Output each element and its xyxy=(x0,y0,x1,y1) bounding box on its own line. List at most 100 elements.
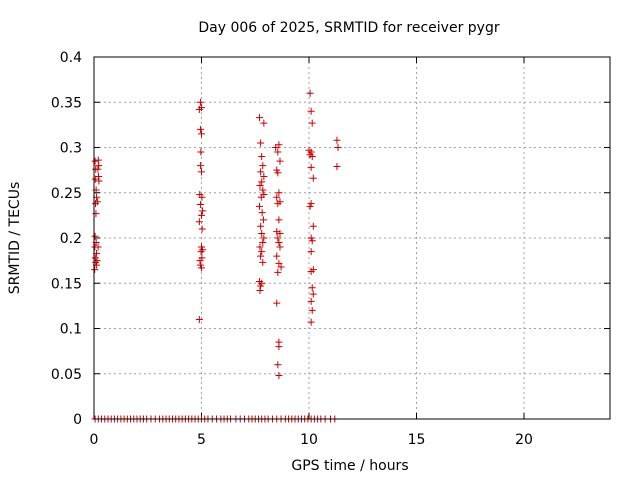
data-point xyxy=(257,222,265,230)
data-point xyxy=(273,252,281,260)
data-point xyxy=(309,290,317,298)
x-tick-label: 5 xyxy=(197,432,206,448)
data-point xyxy=(307,163,315,171)
data-point xyxy=(307,297,315,305)
data-point xyxy=(309,174,317,182)
data-point xyxy=(257,193,265,201)
data-point xyxy=(307,318,315,326)
data-point xyxy=(274,148,282,156)
data-point xyxy=(273,299,281,307)
data-point xyxy=(199,207,207,215)
data-point xyxy=(256,182,264,190)
x-tick-label: 20 xyxy=(515,432,533,448)
data-point xyxy=(307,267,315,275)
data-point xyxy=(307,107,315,115)
data-point xyxy=(275,189,283,197)
data-point xyxy=(308,284,316,292)
data-point xyxy=(275,372,283,380)
data-point xyxy=(274,169,282,177)
data-point xyxy=(258,178,266,186)
y-tick-label: 0.4 xyxy=(60,50,82,66)
data-point xyxy=(306,89,314,97)
data-point xyxy=(198,211,205,219)
data-point xyxy=(260,119,268,127)
data-point xyxy=(94,243,102,251)
data-point xyxy=(273,228,281,236)
data-point xyxy=(275,141,283,149)
data-point xyxy=(91,232,99,240)
data-point xyxy=(258,229,266,237)
data-point xyxy=(307,248,315,256)
data-point xyxy=(198,168,205,176)
x-axis-label: GPS time / hours xyxy=(291,458,408,474)
data-point xyxy=(259,258,267,266)
data-point xyxy=(196,125,204,133)
data-point xyxy=(93,257,101,265)
data-point xyxy=(195,105,203,113)
data-point xyxy=(257,168,265,176)
data-point xyxy=(275,259,283,267)
y-tick-label: 0.05 xyxy=(51,367,82,383)
data-point xyxy=(196,201,204,209)
data-point xyxy=(306,202,314,210)
data-point xyxy=(256,286,264,294)
data-point xyxy=(95,162,103,170)
data-point xyxy=(94,165,102,173)
data-point xyxy=(196,98,204,106)
data-point xyxy=(333,136,341,144)
data-point xyxy=(260,172,268,180)
data-point xyxy=(198,225,206,233)
x-tick-label: 15 xyxy=(408,432,426,448)
data-point xyxy=(258,209,266,217)
y-tick-label: 0.1 xyxy=(60,322,82,338)
data-point xyxy=(256,114,264,122)
data-point xyxy=(198,130,205,138)
data-point xyxy=(275,343,283,351)
data-point xyxy=(259,162,267,170)
data-point xyxy=(308,306,316,314)
data-point xyxy=(256,202,264,210)
data-point xyxy=(276,229,284,237)
data-point xyxy=(199,246,207,254)
y-tick-label: 0.15 xyxy=(51,276,82,292)
data-point xyxy=(257,139,265,147)
x-tick-label: 0 xyxy=(90,432,99,448)
data-point xyxy=(257,282,265,290)
data-point xyxy=(308,119,316,127)
data-point xyxy=(260,234,268,242)
data-point xyxy=(195,315,203,323)
y-tick-label: 0.35 xyxy=(51,95,82,111)
y-tick-label: 0 xyxy=(73,412,82,428)
data-point xyxy=(273,193,281,201)
data-point xyxy=(274,361,282,369)
data-point xyxy=(198,193,206,201)
data-point xyxy=(275,216,283,224)
data-point xyxy=(256,243,264,251)
data-point xyxy=(259,239,267,247)
data-point xyxy=(257,252,265,260)
y-tick-label: 0.2 xyxy=(60,231,82,247)
data-point xyxy=(308,237,316,245)
data-point xyxy=(195,218,203,226)
data-point xyxy=(333,163,341,171)
data-point xyxy=(274,268,282,276)
chart-title: Day 006 of 2025, SRMTID for receiver pyg… xyxy=(198,20,499,36)
data-point xyxy=(91,157,99,165)
y-tick-label: 0.3 xyxy=(60,141,82,157)
data-point xyxy=(309,222,317,230)
y-axis-label: SRMTID / TECUs xyxy=(7,182,23,295)
data-point xyxy=(93,198,101,206)
data-point xyxy=(95,177,103,185)
data-point xyxy=(197,148,205,156)
data-point xyxy=(91,266,99,274)
data-point xyxy=(275,239,283,247)
data-point xyxy=(277,263,285,271)
data-point xyxy=(308,153,316,161)
plot-frame xyxy=(93,56,611,420)
data-point xyxy=(258,153,266,161)
data-point xyxy=(198,264,205,272)
data-point xyxy=(258,248,266,256)
data-point xyxy=(274,200,282,208)
